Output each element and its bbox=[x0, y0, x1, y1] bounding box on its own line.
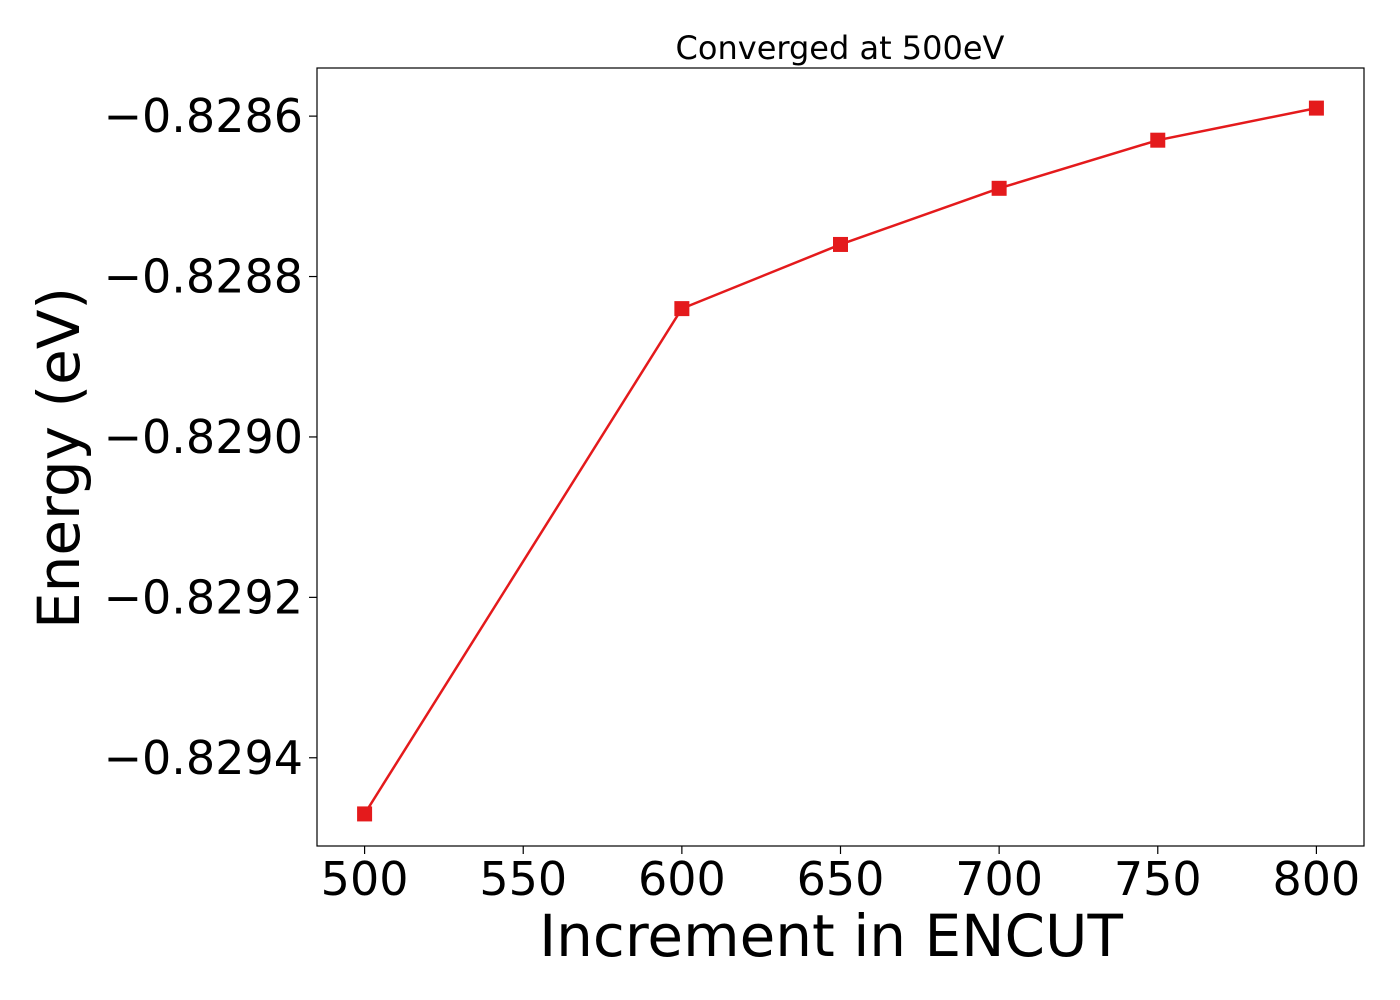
chart-title: Converged at 500eV bbox=[676, 29, 1005, 67]
y-tick-label: −0.8286 bbox=[104, 89, 304, 143]
x-tick-label: 600 bbox=[638, 852, 726, 906]
data-point bbox=[833, 236, 848, 252]
x-tick-label: 700 bbox=[955, 852, 1043, 906]
data-point bbox=[991, 180, 1007, 196]
x-axis-label: Increment in ENCUT bbox=[539, 902, 1123, 970]
x-tick-label: 550 bbox=[479, 852, 567, 906]
data-point bbox=[674, 301, 690, 317]
y-tick-label: −0.8292 bbox=[104, 570, 304, 624]
data-point bbox=[357, 806, 373, 822]
y-tick-label: −0.8290 bbox=[104, 410, 304, 464]
series-layer bbox=[357, 100, 1324, 822]
plot-frame bbox=[316, 67, 1365, 847]
y-axis-label: Energy (eV) bbox=[25, 287, 93, 629]
y-axis: −0.8294 −0.8292 −0.8290 −0.8288 −0.8286 bbox=[104, 89, 317, 785]
x-tick-label: 750 bbox=[1114, 852, 1202, 906]
x-axis: 500 550 600 650 700 750 800 bbox=[321, 846, 1361, 906]
y-tick-label: −0.8288 bbox=[104, 250, 304, 304]
data-point bbox=[1150, 132, 1166, 148]
data-point bbox=[1308, 100, 1324, 116]
x-tick-label: 500 bbox=[321, 852, 409, 906]
x-tick-label: 800 bbox=[1273, 852, 1361, 906]
y-tick-label: −0.8294 bbox=[104, 731, 304, 785]
x-tick-label: 650 bbox=[797, 852, 885, 906]
series-line bbox=[363, 106, 1317, 815]
